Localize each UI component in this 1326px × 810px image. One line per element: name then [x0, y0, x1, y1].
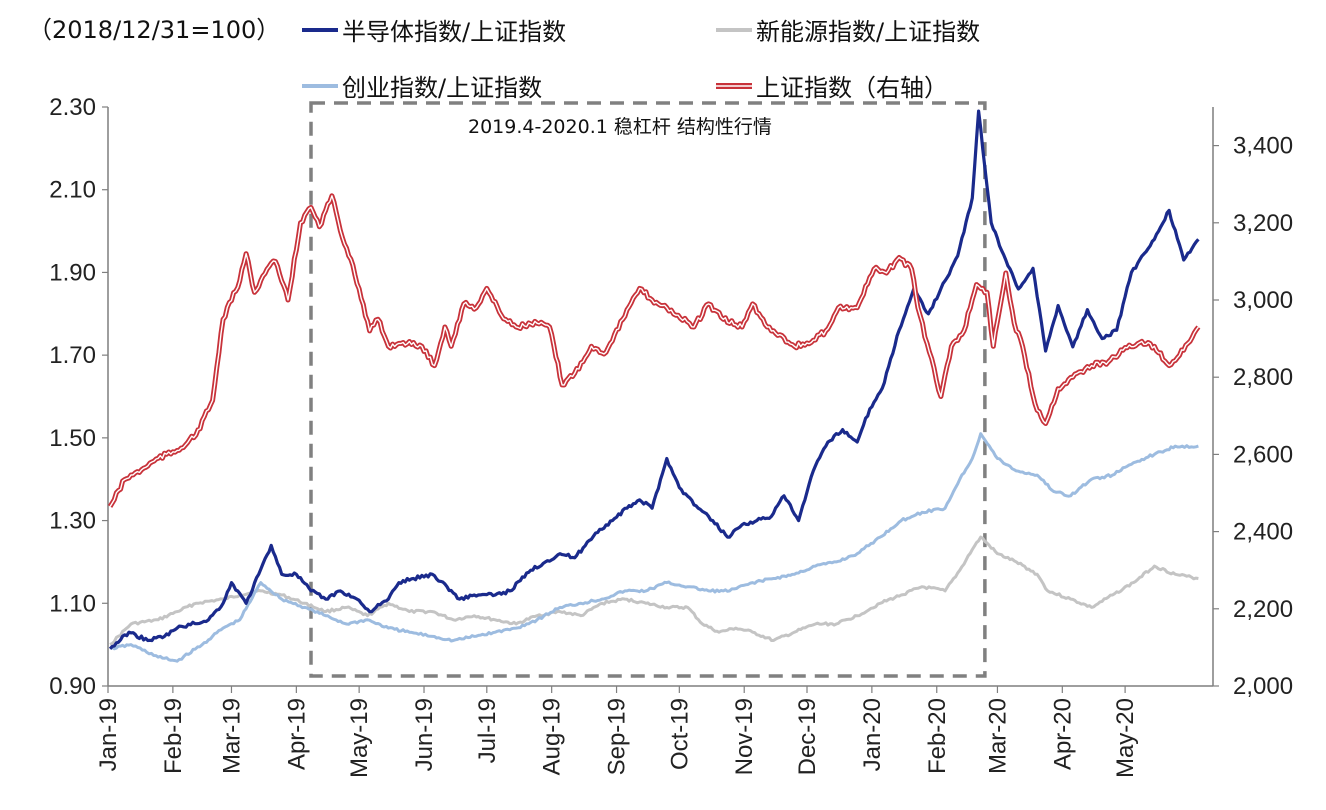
y-left-tick-label: 1.10 — [49, 590, 96, 617]
legend-label-semiconductor: 半导体指数/上证指数 — [342, 18, 566, 46]
x-tick-label: Apr-20 — [1049, 698, 1076, 770]
y-right-tick-label: 3,200 — [1233, 210, 1293, 237]
legend-item-chinext: 创业指数/上证指数 — [302, 74, 542, 102]
x-tick-label: Feb-20 — [924, 698, 951, 774]
legend-item-semiconductor: 半导体指数/上证指数 — [302, 18, 566, 46]
series-line-newenergy — [109, 535, 1199, 646]
x-tick-label: Oct-19 — [666, 698, 693, 770]
x-tick-label: May-19 — [346, 698, 373, 778]
legend-label-chinext: 创业指数/上证指数 — [342, 74, 542, 102]
y-right-tick-label: 3,000 — [1233, 287, 1293, 314]
x-tick-label: Apr-19 — [283, 698, 310, 770]
x-tick-label: Jul-19 — [474, 698, 501, 763]
y-right-tick-label: 2,200 — [1233, 596, 1293, 623]
y-right-tick-label: 3,400 — [1233, 133, 1293, 160]
series-layer — [107, 109, 1201, 663]
axes: 0.90 1.10 1.30 1.50 1.70 1.90 2.10 2.30 2,000 2,2… — [49, 94, 1293, 778]
series-line-chinext — [109, 432, 1199, 663]
x-tick-label: Mar-19 — [218, 698, 245, 774]
x-tick-label: Nov-19 — [731, 698, 758, 775]
period-annotation: 2019.4-2020.1 稳杠杆 结构性行情 — [468, 116, 772, 138]
y-left-tick-label: 2.30 — [49, 94, 96, 121]
y-left-tick-label: 0.90 — [49, 673, 96, 700]
series-line-semi — [108, 109, 1200, 650]
legend-label-new-energy: 新能源指数/上证指数 — [756, 18, 980, 46]
legend-item-sse: 上证指数（右轴） — [716, 74, 948, 102]
x-tick-label: Jun-19 — [411, 698, 438, 771]
x-tick-label: Feb-19 — [160, 698, 187, 774]
y-right-tick-label: 2,000 — [1233, 673, 1293, 700]
base-note: （2018/12/31=100） — [28, 16, 280, 44]
x-tick-label: Aug-19 — [539, 698, 566, 775]
x-tick-label: Dec-19 — [794, 698, 821, 775]
y-right-tick-label: 2,800 — [1233, 364, 1293, 391]
y-right-tick-label: 2,600 — [1233, 441, 1293, 468]
y-left-tick-label: 1.90 — [49, 259, 96, 286]
series-line-sse — [107, 193, 1201, 508]
series-line-sse-inner — [109, 195, 1199, 507]
y-left-tick-label: 2.10 — [49, 177, 96, 204]
legend: 半导体指数/上证指数 新能源指数/上证指数 创业指数/上证指数 上证指数（右轴） — [302, 18, 980, 102]
y-left-tick-label: 1.70 — [49, 342, 96, 369]
x-tick-label: Sep-19 — [604, 698, 631, 775]
x-tick-label: Mar-20 — [984, 698, 1011, 774]
x-tick-label: Jan-19 — [95, 698, 122, 771]
x-tick-label: May-20 — [1112, 698, 1139, 778]
y-left-tick-label: 1.30 — [49, 508, 96, 535]
legend-item-new-energy: 新能源指数/上证指数 — [716, 18, 980, 46]
y-right-tick-label: 2,400 — [1233, 519, 1293, 546]
x-tick-label: Jan-20 — [859, 698, 886, 771]
y-left-tick-label: 1.50 — [49, 425, 96, 452]
legend-label-sse: 上证指数（右轴） — [756, 74, 948, 102]
